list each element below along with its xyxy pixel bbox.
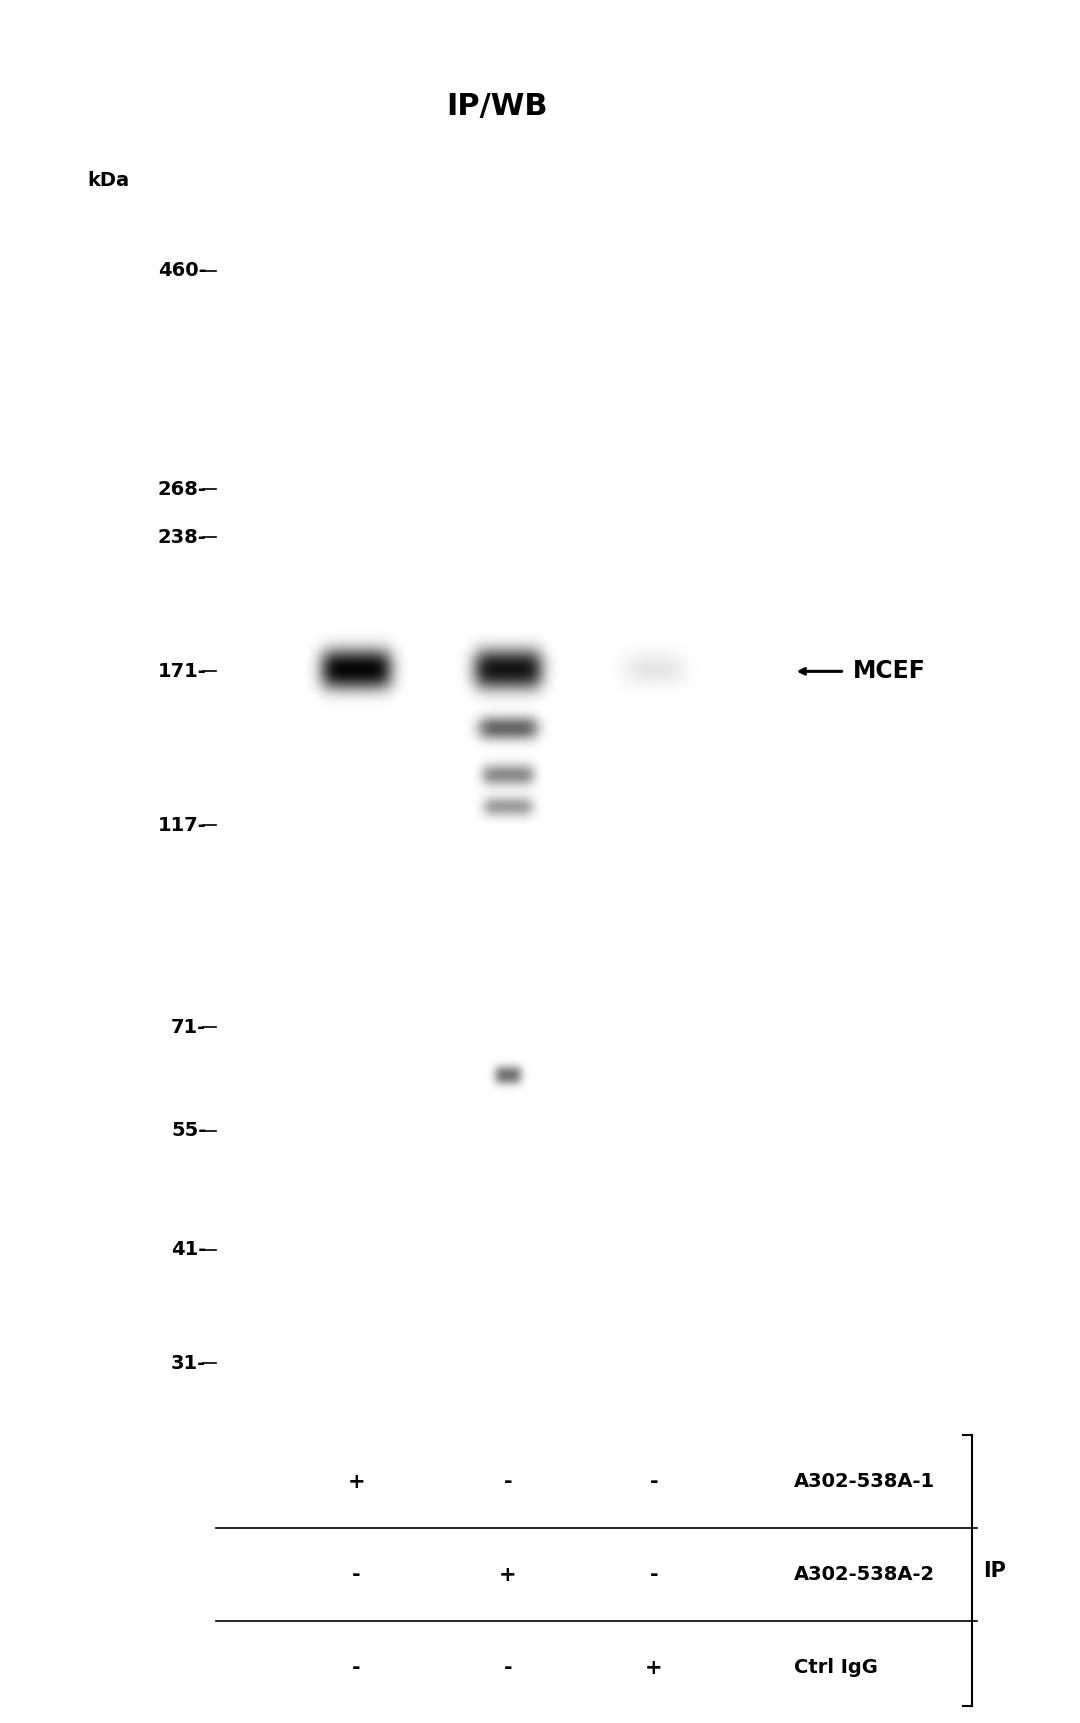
Text: MCEF: MCEF [853, 660, 926, 684]
Text: Ctrl IgG: Ctrl IgG [794, 1658, 878, 1678]
Text: A302-538A-2: A302-538A-2 [794, 1564, 935, 1585]
Text: IP/WB: IP/WB [446, 91, 548, 121]
Text: -: - [352, 1658, 361, 1678]
Text: -: - [650, 1564, 659, 1585]
Text: 71-: 71- [171, 1018, 206, 1037]
Text: 41-: 41- [171, 1241, 206, 1260]
Text: 31-: 31- [171, 1354, 206, 1373]
Text: 55-: 55- [171, 1122, 206, 1141]
Text: +: + [499, 1564, 517, 1585]
Text: kDa: kDa [86, 171, 130, 190]
Text: +: + [348, 1471, 365, 1492]
Text: -: - [650, 1471, 659, 1492]
Text: 268-: 268- [158, 479, 206, 500]
Text: 171-: 171- [158, 662, 206, 681]
Text: -: - [503, 1658, 512, 1678]
Text: -: - [352, 1564, 361, 1585]
Text: -: - [503, 1471, 512, 1492]
Text: IP: IP [983, 1561, 1005, 1580]
Text: 117-: 117- [158, 815, 206, 834]
Text: 238-: 238- [158, 527, 206, 546]
Text: +: + [645, 1658, 663, 1678]
Text: A302-538A-1: A302-538A-1 [794, 1471, 935, 1492]
Text: 460-: 460- [158, 260, 206, 281]
